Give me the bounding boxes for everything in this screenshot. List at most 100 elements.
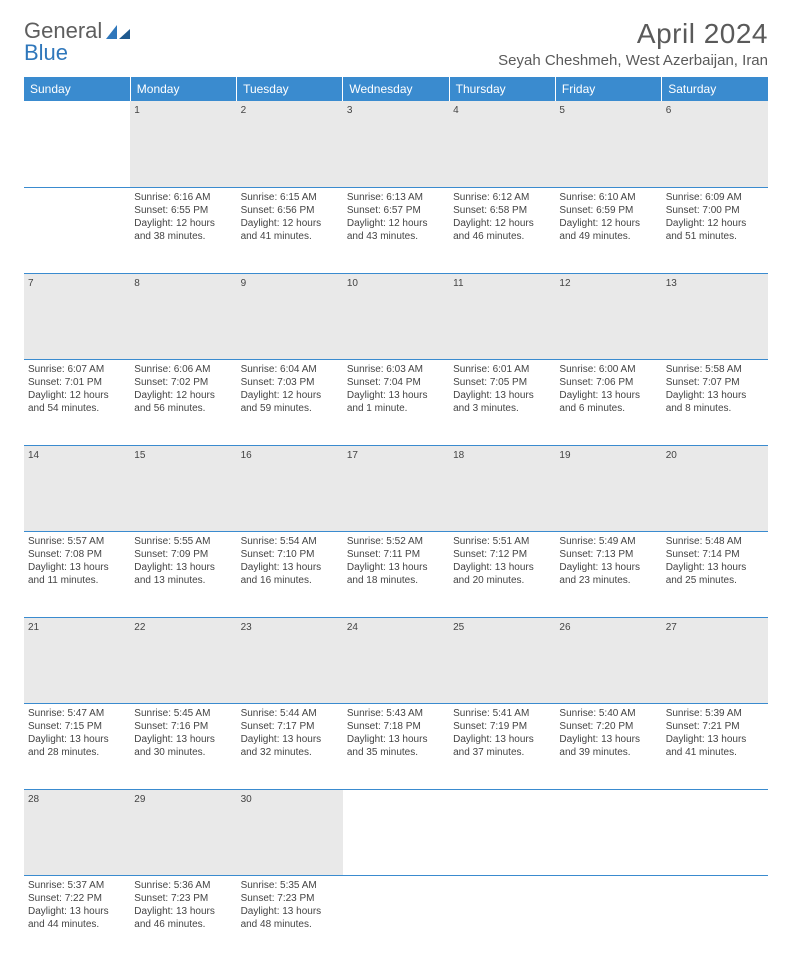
daylight-text: Daylight: 13 hours	[241, 561, 339, 574]
day-cell: Sunrise: 6:09 AMSunset: 7:00 PMDaylight:…	[662, 187, 768, 273]
day-number: 8	[130, 273, 236, 359]
sunrise-text: Sunrise: 6:04 AM	[241, 363, 339, 376]
day-number: 1	[130, 101, 236, 187]
day-cell: Sunrise: 6:01 AMSunset: 7:05 PMDaylight:…	[449, 359, 555, 445]
sunrise-text: Sunrise: 5:47 AM	[28, 707, 126, 720]
day-number: 18	[449, 445, 555, 531]
day-cell: Sunrise: 5:43 AMSunset: 7:18 PMDaylight:…	[343, 703, 449, 789]
daylight-text: and 56 minutes.	[134, 402, 232, 415]
day-cell: Sunrise: 6:07 AMSunset: 7:01 PMDaylight:…	[24, 359, 130, 445]
sunset-text: Sunset: 7:02 PM	[134, 376, 232, 389]
day-number: 12	[555, 273, 661, 359]
sunset-text: Sunset: 7:17 PM	[241, 720, 339, 733]
day-cell: Sunrise: 5:49 AMSunset: 7:13 PMDaylight:…	[555, 531, 661, 617]
sunrise-text: Sunrise: 5:49 AM	[559, 535, 657, 548]
sunset-text: Sunset: 7:19 PM	[453, 720, 551, 733]
day-cell: Sunrise: 5:48 AMSunset: 7:14 PMDaylight:…	[662, 531, 768, 617]
daylight-text: and 11 minutes.	[28, 574, 126, 587]
sunrise-text: Sunrise: 5:58 AM	[666, 363, 764, 376]
sunrise-text: Sunrise: 6:13 AM	[347, 191, 445, 204]
daylight-text: Daylight: 13 hours	[347, 561, 445, 574]
day-cell: Sunrise: 5:37 AMSunset: 7:22 PMDaylight:…	[24, 875, 130, 961]
sunset-text: Sunset: 7:23 PM	[241, 892, 339, 905]
daylight-text: and 43 minutes.	[347, 230, 445, 243]
daylight-text: Daylight: 13 hours	[134, 905, 232, 918]
day-number: 10	[343, 273, 449, 359]
sunset-text: Sunset: 7:04 PM	[347, 376, 445, 389]
day-number: 28	[24, 789, 130, 875]
daylight-text: Daylight: 13 hours	[453, 389, 551, 402]
daylight-text: and 38 minutes.	[134, 230, 232, 243]
day-cell	[555, 875, 661, 961]
daylight-text: Daylight: 13 hours	[28, 733, 126, 746]
weekday-header: Thursday	[449, 77, 555, 101]
daylight-text: and 20 minutes.	[453, 574, 551, 587]
daylight-text: Daylight: 13 hours	[134, 561, 232, 574]
sunrise-text: Sunrise: 6:03 AM	[347, 363, 445, 376]
day-number: 20	[662, 445, 768, 531]
weekday-header: Monday	[130, 77, 236, 101]
day-cell: Sunrise: 5:40 AMSunset: 7:20 PMDaylight:…	[555, 703, 661, 789]
daylight-text: Daylight: 13 hours	[559, 733, 657, 746]
sunrise-text: Sunrise: 6:10 AM	[559, 191, 657, 204]
daylight-text: and 35 minutes.	[347, 746, 445, 759]
daylight-text: and 41 minutes.	[241, 230, 339, 243]
day-content-row: Sunrise: 5:47 AMSunset: 7:15 PMDaylight:…	[24, 703, 768, 789]
day-number: 23	[237, 617, 343, 703]
daylight-text: Daylight: 13 hours	[347, 389, 445, 402]
daylight-text: Daylight: 12 hours	[241, 389, 339, 402]
day-number: 9	[237, 273, 343, 359]
sunset-text: Sunset: 7:13 PM	[559, 548, 657, 561]
weekday-header: Wednesday	[343, 77, 449, 101]
daylight-text: and 37 minutes.	[453, 746, 551, 759]
weekday-header: Friday	[555, 77, 661, 101]
daylight-text: and 8 minutes.	[666, 402, 764, 415]
day-number: 24	[343, 617, 449, 703]
day-cell: Sunrise: 6:12 AMSunset: 6:58 PMDaylight:…	[449, 187, 555, 273]
daylight-text: and 41 minutes.	[666, 746, 764, 759]
daylight-text: Daylight: 13 hours	[28, 905, 126, 918]
sunrise-text: Sunrise: 6:00 AM	[559, 363, 657, 376]
title-block: April 2024 Seyah Cheshmeh, West Azerbaij…	[498, 18, 768, 69]
daylight-text: Daylight: 13 hours	[559, 561, 657, 574]
logo-sail-icon	[105, 24, 131, 42]
daylight-text: Daylight: 13 hours	[453, 733, 551, 746]
daylight-text: and 39 minutes.	[559, 746, 657, 759]
sunset-text: Sunset: 7:06 PM	[559, 376, 657, 389]
day-number: 26	[555, 617, 661, 703]
sunrise-text: Sunrise: 5:35 AM	[241, 879, 339, 892]
day-number-row: 21222324252627	[24, 617, 768, 703]
sunrise-text: Sunrise: 5:40 AM	[559, 707, 657, 720]
day-cell: Sunrise: 5:36 AMSunset: 7:23 PMDaylight:…	[130, 875, 236, 961]
day-cell: Sunrise: 5:41 AMSunset: 7:19 PMDaylight:…	[449, 703, 555, 789]
day-cell: Sunrise: 5:55 AMSunset: 7:09 PMDaylight:…	[130, 531, 236, 617]
sunrise-text: Sunrise: 5:51 AM	[453, 535, 551, 548]
sunset-text: Sunset: 6:55 PM	[134, 204, 232, 217]
daylight-text: Daylight: 13 hours	[666, 389, 764, 402]
day-cell: Sunrise: 6:04 AMSunset: 7:03 PMDaylight:…	[237, 359, 343, 445]
daylight-text: Daylight: 13 hours	[453, 561, 551, 574]
day-cell	[343, 875, 449, 961]
sunset-text: Sunset: 7:21 PM	[666, 720, 764, 733]
day-cell	[662, 875, 768, 961]
sunrise-text: Sunrise: 5:41 AM	[453, 707, 551, 720]
sunset-text: Sunset: 7:03 PM	[241, 376, 339, 389]
day-number: 7	[24, 273, 130, 359]
daylight-text: and 54 minutes.	[28, 402, 126, 415]
daylight-text: and 16 minutes.	[241, 574, 339, 587]
page: GeneralBlue April 2024 Seyah Cheshmeh, W…	[0, 0, 792, 961]
sunrise-text: Sunrise: 5:44 AM	[241, 707, 339, 720]
day-cell: Sunrise: 6:16 AMSunset: 6:55 PMDaylight:…	[130, 187, 236, 273]
sunrise-text: Sunrise: 6:09 AM	[666, 191, 764, 204]
daylight-text: Daylight: 13 hours	[559, 389, 657, 402]
day-cell: Sunrise: 5:54 AMSunset: 7:10 PMDaylight:…	[237, 531, 343, 617]
day-content-row: Sunrise: 6:16 AMSunset: 6:55 PMDaylight:…	[24, 187, 768, 273]
sunrise-text: Sunrise: 6:07 AM	[28, 363, 126, 376]
sunrise-text: Sunrise: 6:15 AM	[241, 191, 339, 204]
day-number: 30	[237, 789, 343, 875]
day-cell: Sunrise: 6:15 AMSunset: 6:56 PMDaylight:…	[237, 187, 343, 273]
day-number	[449, 789, 555, 875]
sunset-text: Sunset: 7:18 PM	[347, 720, 445, 733]
day-cell: Sunrise: 5:58 AMSunset: 7:07 PMDaylight:…	[662, 359, 768, 445]
daylight-text: and 46 minutes.	[134, 918, 232, 931]
